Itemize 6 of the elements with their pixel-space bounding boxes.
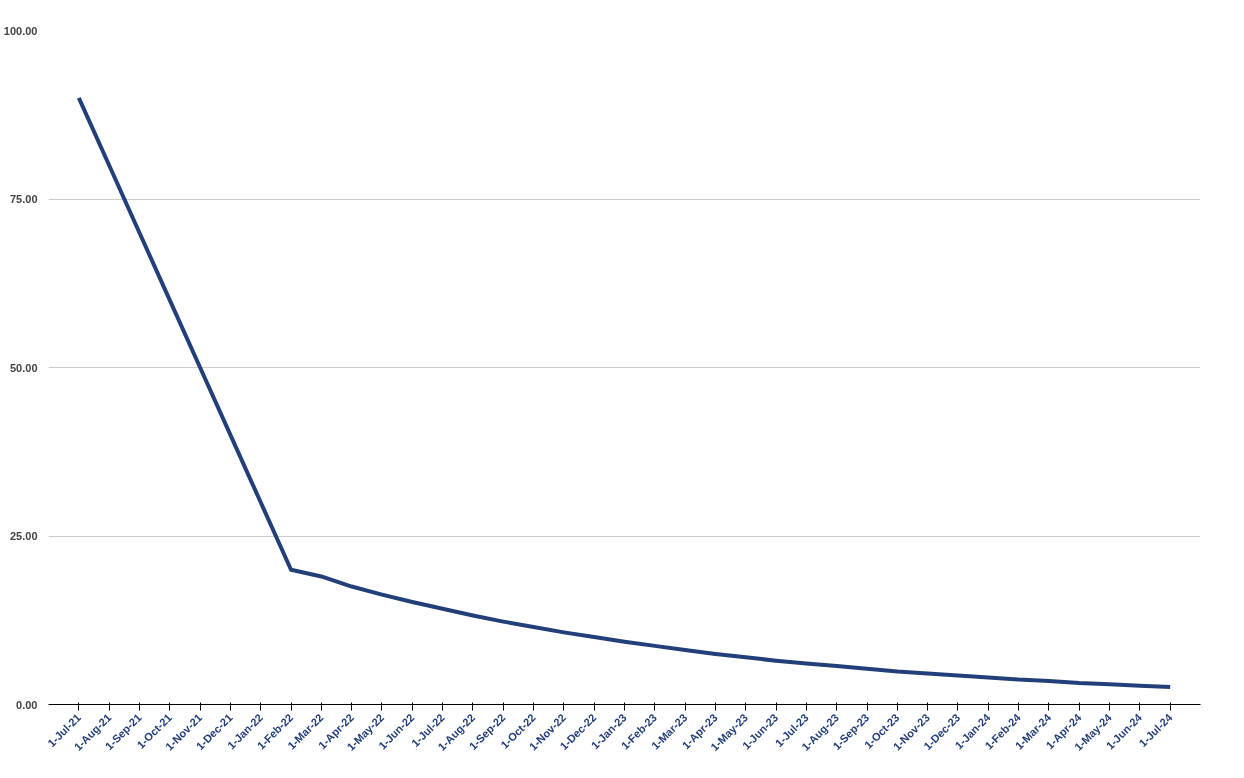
y-tick-label: 0.00: [16, 698, 38, 711]
y-tick-label: 50.00: [9, 361, 38, 374]
line-series: [76, 95, 1173, 689]
y-tick-label: 75.00: [9, 193, 38, 205]
y-tick-label: 25.00: [9, 530, 38, 542]
y-tick-label: 100.00: [3, 24, 38, 37]
